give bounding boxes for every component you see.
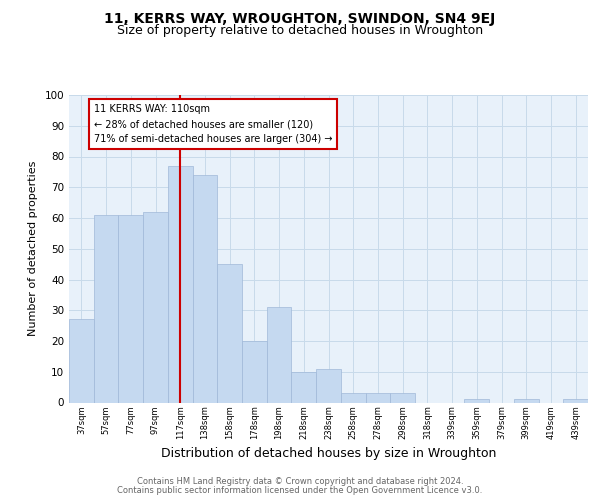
Bar [69,320,94,402]
Text: Contains public sector information licensed under the Open Government Licence v3: Contains public sector information licen… [118,486,482,495]
Bar [563,400,588,402]
Text: Contains HM Land Registry data © Crown copyright and database right 2024.: Contains HM Land Registry data © Crown c… [137,478,463,486]
Bar [217,264,242,402]
Bar [292,372,316,402]
Bar [242,341,267,402]
Bar [94,215,118,402]
Y-axis label: Number of detached properties: Number of detached properties [28,161,38,336]
Bar [193,175,217,402]
Bar [143,212,168,402]
Text: Size of property relative to detached houses in Wroughton: Size of property relative to detached ho… [117,24,483,37]
Text: 11, KERRS WAY, WROUGHTON, SWINDON, SN4 9EJ: 11, KERRS WAY, WROUGHTON, SWINDON, SN4 9… [104,12,496,26]
Bar [168,166,193,402]
Bar [390,394,415,402]
Text: 11 KERRS WAY: 110sqm
← 28% of detached houses are smaller (120)
71% of semi-deta: 11 KERRS WAY: 110sqm ← 28% of detached h… [94,104,332,144]
Bar [514,400,539,402]
Bar [267,307,292,402]
Bar [365,394,390,402]
Bar [464,400,489,402]
Bar [341,394,365,402]
Bar [316,368,341,402]
Bar [118,215,143,402]
X-axis label: Distribution of detached houses by size in Wroughton: Distribution of detached houses by size … [161,448,496,460]
